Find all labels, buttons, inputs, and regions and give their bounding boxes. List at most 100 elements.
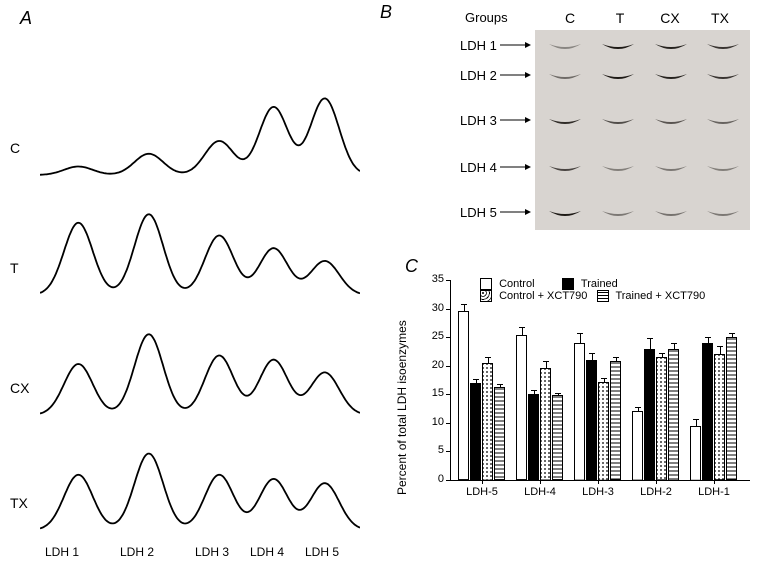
gel-band	[705, 162, 741, 176]
panel-a-xlabel-1: LDH 1	[45, 545, 79, 559]
error-bar	[592, 353, 593, 360]
gel-row-4: LDH 4	[460, 160, 497, 175]
x-tick	[656, 480, 657, 484]
y-tick	[446, 366, 450, 367]
error-cap	[635, 407, 641, 408]
bar	[714, 354, 725, 480]
y-tick-label: 30	[422, 302, 444, 314]
error-cap	[555, 393, 561, 394]
trace-t	[40, 200, 360, 310]
gel-band	[600, 40, 636, 54]
y-tick	[446, 309, 450, 310]
y-axis-title: Percent of total LDH isoenzymes	[395, 315, 409, 495]
error-cap	[613, 357, 619, 358]
panel-c: Percent of total LDH isoenzymes Control …	[395, 260, 755, 550]
panel-a-xlabel-3: LDH 3	[195, 545, 229, 559]
gel-band	[547, 115, 583, 129]
error-cap	[717, 346, 723, 347]
gel-arrows	[500, 30, 535, 230]
bar	[598, 382, 609, 480]
error-cap	[461, 304, 467, 305]
gel-band	[653, 115, 689, 129]
error-cap	[693, 419, 699, 420]
error-bar	[720, 346, 721, 354]
bar	[632, 411, 643, 480]
x-axis	[450, 480, 750, 481]
bar	[574, 343, 585, 480]
gel-band	[653, 70, 689, 84]
group-label-t: T	[10, 260, 19, 276]
gel-col-c: C	[550, 10, 590, 26]
panel-a-xlabel-2: LDH 2	[120, 545, 154, 559]
y-tick-label: 10	[422, 416, 444, 428]
gel-bands	[535, 30, 750, 230]
x-tick	[598, 480, 599, 484]
error-cap	[497, 384, 503, 385]
gel-band	[653, 207, 689, 221]
gel-band	[547, 70, 583, 84]
error-cap	[705, 337, 711, 338]
bar	[656, 357, 667, 480]
bar	[482, 363, 493, 480]
bar	[644, 349, 655, 480]
gel-col-cx: CX	[650, 10, 690, 26]
gel-band	[547, 40, 583, 54]
error-cap	[589, 353, 595, 354]
error-cap	[519, 327, 525, 328]
bar	[552, 395, 563, 480]
gel-band	[653, 40, 689, 54]
trace-cx	[40, 320, 360, 430]
error-bar	[522, 327, 523, 336]
error-bar	[464, 304, 465, 311]
gel-row-5: LDH 5	[460, 205, 497, 220]
trace-tx	[40, 435, 360, 545]
y-tick	[446, 480, 450, 481]
panel-a-xlabel-4: LDH 4	[250, 545, 284, 559]
y-tick-label: 0	[422, 473, 444, 485]
error-cap	[543, 361, 549, 362]
bar	[516, 335, 527, 480]
gel-band	[705, 115, 741, 129]
error-cap	[601, 378, 607, 379]
x-tick	[714, 480, 715, 484]
bar	[494, 387, 505, 480]
error-bar	[546, 361, 547, 368]
gel-row-2: LDH 2	[460, 68, 497, 83]
bar	[726, 337, 737, 480]
y-tick	[446, 394, 450, 395]
group-label-c: C	[10, 140, 20, 156]
panel-a-xlabel-5: LDH 5	[305, 545, 339, 559]
panel-b-label: B	[380, 2, 392, 23]
gel-band	[547, 162, 583, 176]
gel-col-tx: TX	[700, 10, 740, 26]
bar	[470, 383, 481, 480]
bar	[702, 343, 713, 480]
bar	[528, 394, 539, 480]
bar	[610, 361, 621, 480]
gel-band	[705, 40, 741, 54]
gel-band	[600, 70, 636, 84]
y-tick	[446, 280, 450, 281]
x-tick	[482, 480, 483, 484]
gel-header: Groups	[465, 10, 508, 25]
error-cap	[671, 343, 677, 344]
x-tick-label: LDH-1	[685, 486, 743, 498]
error-bar	[696, 419, 697, 426]
panel-a: C T CX TX LDH 1 LDH 2 LDH 3 LDH 4 LDH 5	[10, 20, 370, 530]
y-tick-label: 35	[422, 273, 444, 285]
bar	[458, 311, 469, 480]
error-cap	[473, 379, 479, 380]
y-tick-label: 15	[422, 387, 444, 399]
y-tick-label: 25	[422, 330, 444, 342]
gel-band	[600, 115, 636, 129]
x-tick-label: LDH-2	[627, 486, 685, 498]
panel-b: Groups C T CX TX LDH 1 LDH 2 LDH 3 LDH 4…	[395, 10, 755, 230]
trace-c	[40, 80, 360, 190]
y-tick	[446, 451, 450, 452]
gel-band	[705, 207, 741, 221]
error-bar	[650, 338, 651, 348]
error-cap	[577, 333, 583, 334]
group-label-tx: TX	[10, 495, 28, 511]
y-tick-label: 5	[422, 444, 444, 456]
x-tick-label: LDH-3	[569, 486, 627, 498]
